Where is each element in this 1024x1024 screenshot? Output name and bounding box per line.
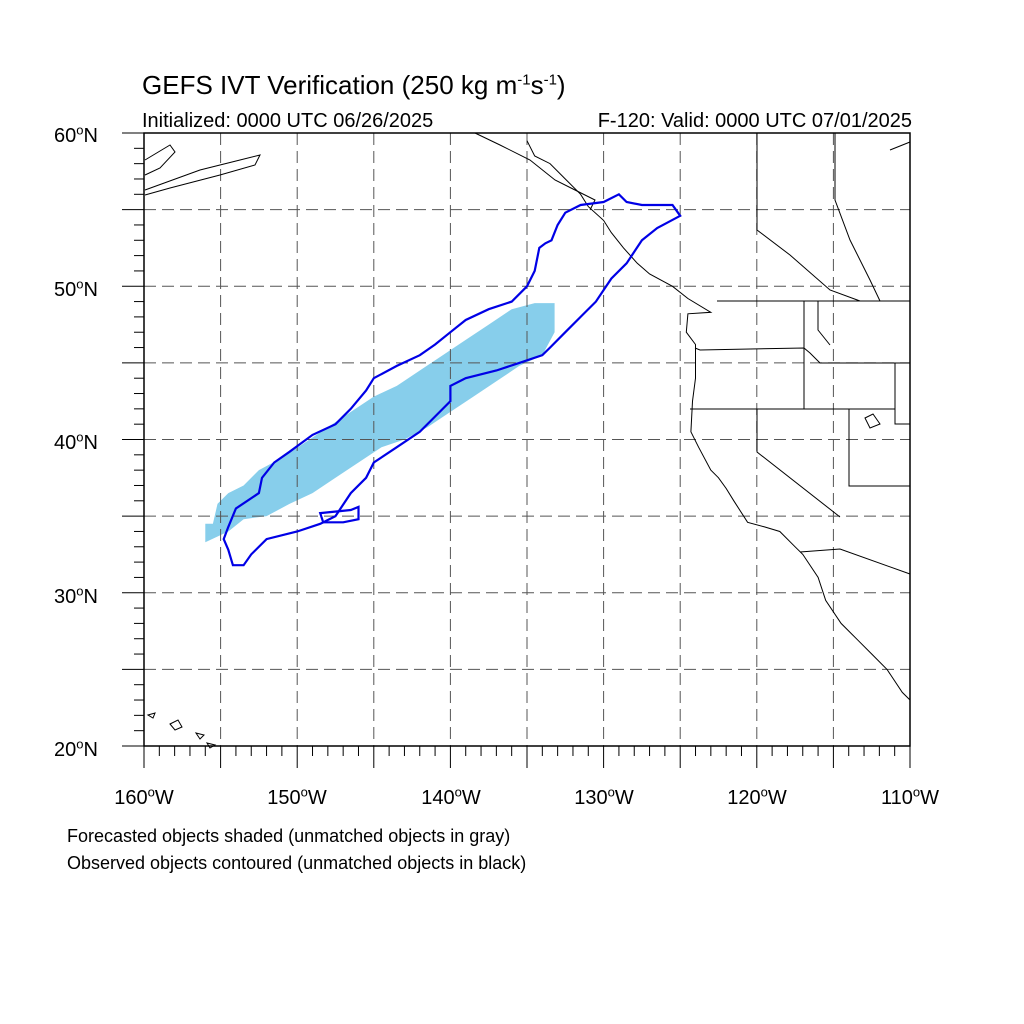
lon-label-150w: 150oW (267, 784, 327, 809)
axis-ticks (122, 132, 911, 768)
lat-label-30n: 30oN (54, 583, 98, 608)
observed-object-contour-small (318, 505, 360, 524)
islands (144, 132, 911, 749)
lon-label-130w: 130oW (574, 784, 634, 809)
lat-label-40n: 40oN (54, 429, 98, 454)
observed-object-contour (222, 192, 682, 567)
lon-label-110w: 110oW (880, 784, 940, 809)
west-coast-line (526, 140, 911, 701)
map-gridlines (144, 133, 910, 746)
coastline (526, 140, 911, 701)
legend-observed-note: Observed objects contoured (unmatched ob… (67, 853, 527, 873)
lat-label-60n: 60oN (54, 122, 98, 147)
forecast-object (205, 303, 555, 543)
lat-label-50n: 50oN (54, 276, 98, 301)
lon-label-120w: 120oW (727, 784, 787, 809)
valid-time: F-120: Valid: 0000 UTC 07/01/2025 (597, 110, 912, 132)
lon-label-160w: 160oW (114, 784, 174, 809)
lon-label-140w: 140oW (421, 784, 481, 809)
chart-title: GEFS IVT Verification (250 kg m-1s-1) (142, 70, 566, 100)
state-boundaries (690, 133, 911, 575)
lat-label-20n: 20oN (54, 736, 98, 761)
legend-forecast-note: Forecasted objects shaded (unmatched obj… (67, 826, 511, 846)
initialized-time: Initialized: 0000 UTC 06/26/2025 (142, 110, 434, 132)
forecast-objects-shaded (205, 303, 555, 543)
